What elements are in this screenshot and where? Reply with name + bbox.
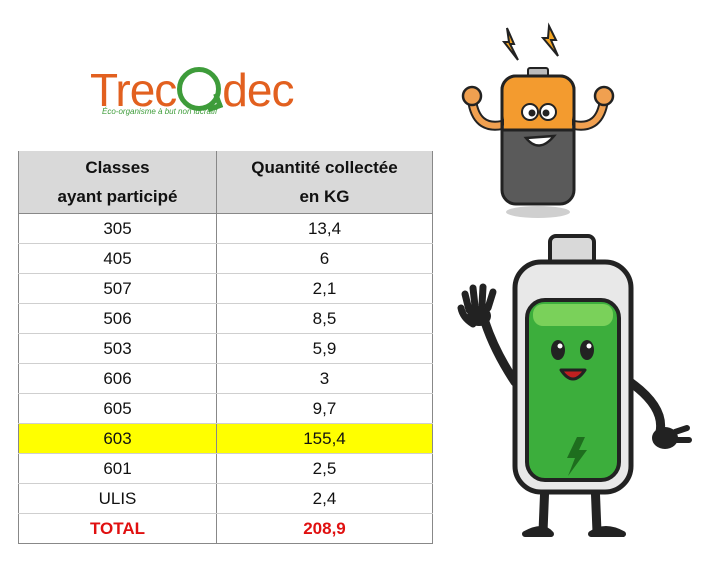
table-row-highlighted: 603 155,4 (18, 423, 433, 454)
cell-quantite: 2,5 (216, 453, 433, 484)
collection-table: Classes ayant participé Quantité collect… (18, 151, 433, 544)
cell-classe: 506 (18, 303, 217, 334)
table-row: 605 9,7 (18, 393, 433, 424)
cell-classe: 601 (18, 453, 217, 484)
logo-text-1: Trec (90, 64, 177, 116)
cell-quantite: 13,4 (216, 213, 433, 244)
cell-quantite: 2,4 (216, 483, 433, 514)
logo-wordmark: Trec dec (90, 60, 294, 120)
table-row: 606 3 (18, 363, 433, 394)
strong-battery-cartoon-icon (461, 22, 615, 218)
table-row: ULIS 2,4 (18, 483, 433, 514)
table-row: 405 6 (18, 243, 433, 274)
cell-classe: 606 (18, 363, 217, 394)
logo-text-2: dec (222, 64, 294, 116)
logo-recycle-o-icon (177, 67, 222, 111)
cell-classe: 405 (18, 243, 217, 274)
table-row: 507 2,1 (18, 273, 433, 304)
cell-quantite: 8,5 (216, 303, 433, 334)
table-row: 601 2,5 (18, 453, 433, 484)
cell-classe: 305 (18, 213, 217, 244)
table-row: 305 13,4 (18, 213, 433, 244)
cell-quantite: 155,4 (216, 423, 433, 454)
table-row: 506 8,5 (18, 303, 433, 334)
header-classes: Classes ayant participé (18, 151, 217, 214)
logo-tagline: Éco-organisme à but non lucratif (102, 107, 218, 116)
table-total-row: TOTAL 208,9 (18, 513, 433, 544)
cell-quantite: 9,7 (216, 393, 433, 424)
cell-classe: 503 (18, 333, 217, 364)
cell-classe: ULIS (18, 483, 217, 514)
cell-classe: 507 (18, 273, 217, 304)
cell-quantite: 5,9 (216, 333, 433, 364)
cell-quantite: 2,1 (216, 273, 433, 304)
total-label: TOTAL (18, 513, 217, 544)
cell-classe: 605 (18, 393, 217, 424)
header-quantite: Quantité collectée en KG (216, 151, 433, 214)
trecodec-logo: Trec dec Éco-organisme à but non lucratif (90, 60, 320, 130)
table-row: 503 5,9 (18, 333, 433, 364)
table-header-row: Classes ayant participé Quantité collect… (18, 151, 433, 214)
cell-quantite: 6 (216, 243, 433, 274)
cell-classe: 603 (18, 423, 217, 454)
total-value: 208,9 (216, 513, 433, 544)
cell-quantite: 3 (216, 363, 433, 394)
green-battery-cartoon-icon (457, 234, 692, 537)
